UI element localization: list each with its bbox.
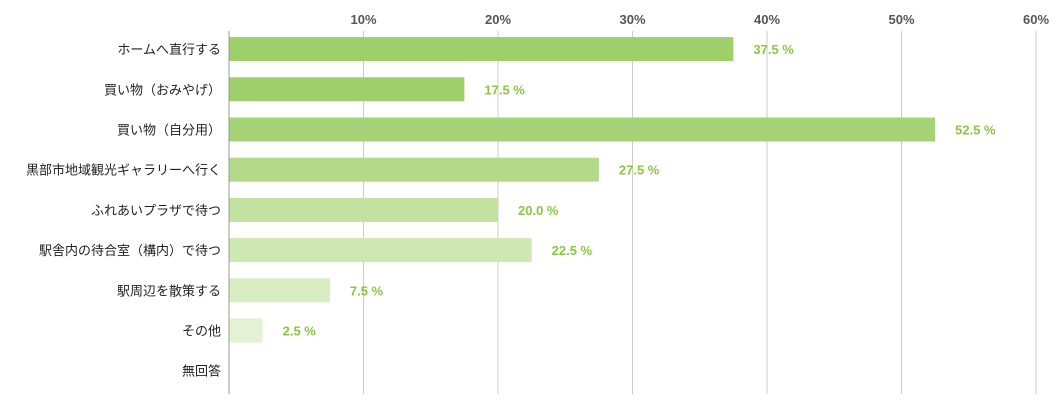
bar — [229, 117, 936, 142]
x-tick-label: 50% — [888, 12, 914, 27]
bars — [229, 37, 936, 343]
category-label: ホームへ直行する — [117, 43, 221, 58]
data-label: 20.0 % — [518, 203, 559, 218]
data-label: 52.5 % — [955, 123, 996, 138]
x-tick-label: 40% — [754, 12, 780, 27]
category-label: 駅周辺を散策する — [117, 283, 221, 299]
x-tick-label: 30% — [619, 12, 645, 27]
bar — [229, 238, 532, 263]
data-label: 37.5 % — [753, 42, 794, 57]
x-tick-label: 20% — [485, 12, 511, 27]
x-tick-labels: 10% 20% 30% 40% 50% 60% — [350, 12, 1049, 27]
category-label: 黒部市地域観光ギャラリーへ行く — [26, 163, 221, 179]
data-label: 22.5 % — [552, 243, 593, 258]
bar — [229, 197, 498, 222]
category-label: 買い物（自分用） — [117, 124, 221, 139]
data-label: 27.5 % — [619, 163, 660, 178]
x-tick-label: 10% — [350, 12, 376, 27]
category-label: 買い物（おみやげ） — [104, 83, 221, 98]
data-label: 2.5 % — [283, 324, 317, 339]
bar — [229, 77, 465, 102]
data-label: 7.5 % — [350, 283, 384, 298]
bar — [229, 37, 734, 62]
gridlines — [363, 31, 1037, 394]
bar — [229, 278, 330, 303]
category-label: ふれあいプラザで待つ — [91, 204, 221, 219]
data-labels: 37.5 % 17.5 % 52.5 % 27.5 % 20.0 % 22.5 % 7.5 … — [283, 42, 996, 338]
bar — [229, 157, 599, 182]
x-tick-label: 60% — [1023, 12, 1049, 27]
category-label: その他 — [182, 325, 221, 340]
category-label: 無回答 — [182, 364, 221, 380]
data-label: 17.5 % — [484, 82, 525, 97]
bar — [229, 318, 263, 343]
category-label: 駅舎内の待合室（構内）で待つ — [39, 243, 221, 259]
